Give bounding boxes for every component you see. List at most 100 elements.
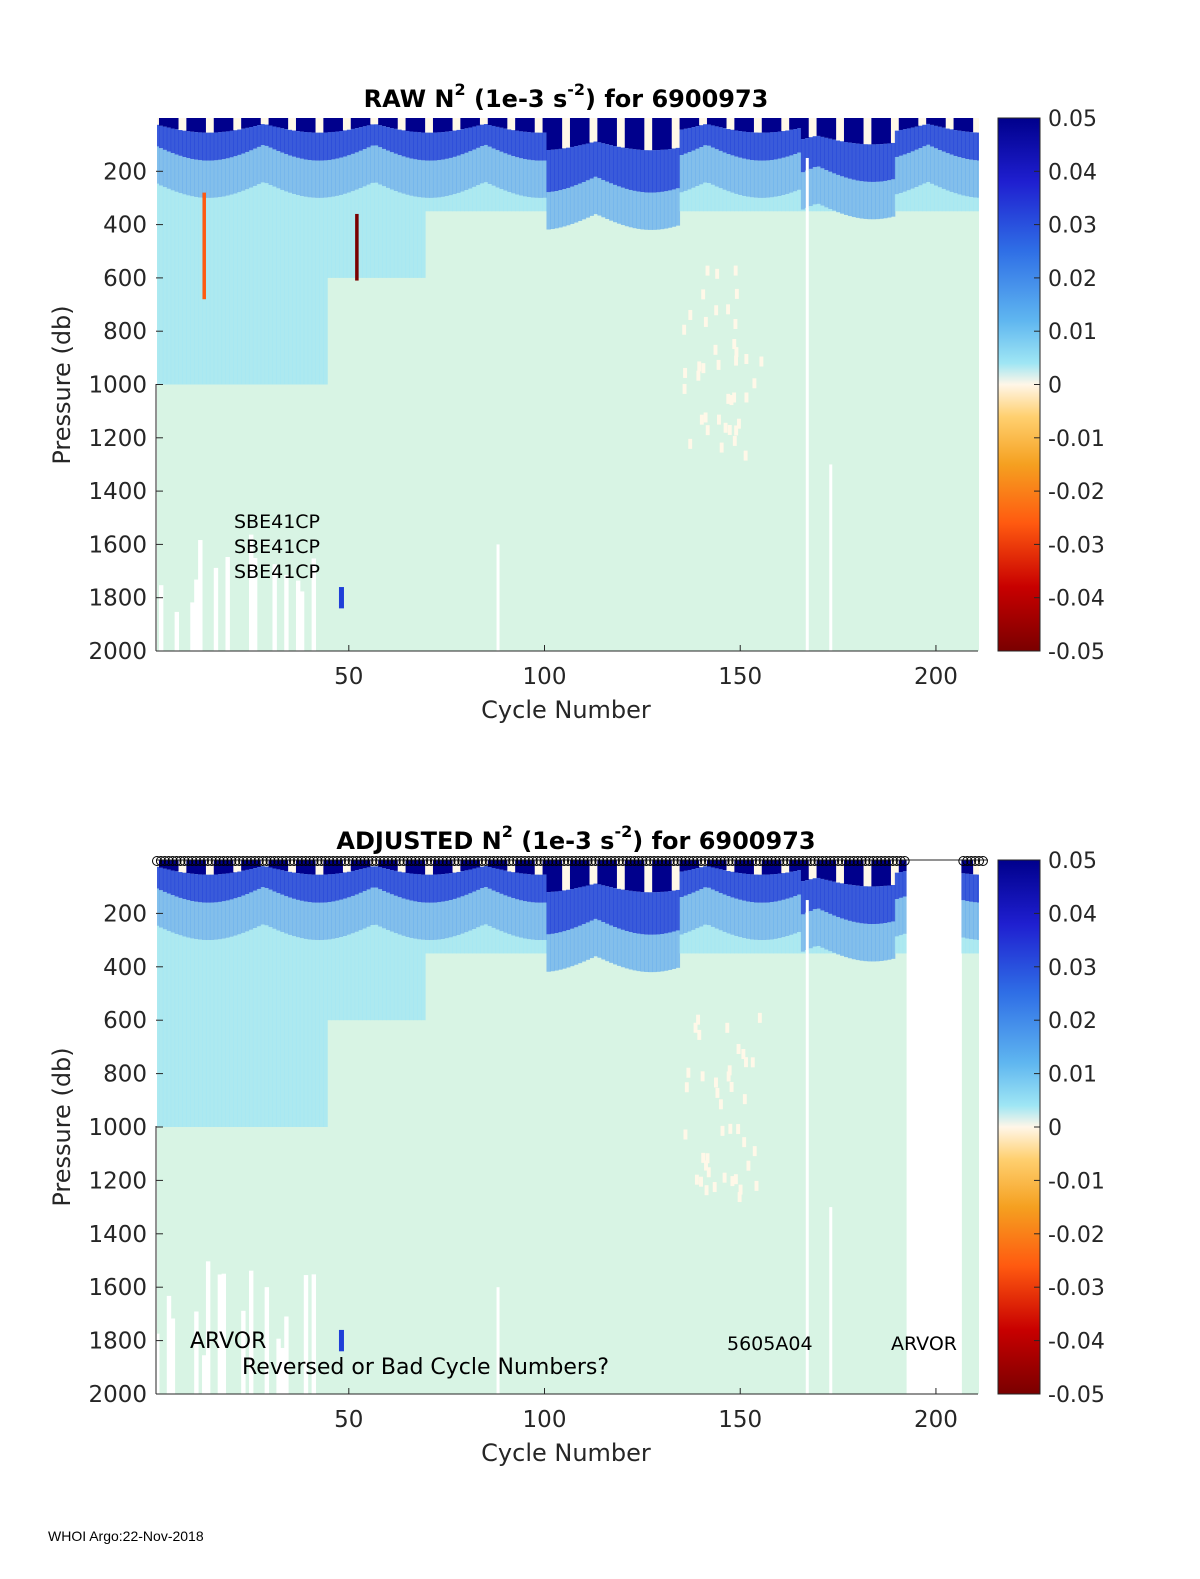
mixed-layer-cell <box>691 118 696 128</box>
upper-water-cell <box>800 172 806 210</box>
upper-water-cell <box>342 156 348 194</box>
mixed-layer-cell <box>198 860 203 875</box>
upper-water-cell <box>248 892 254 930</box>
upper-water-cell <box>499 893 504 932</box>
upper-water-cell <box>166 893 172 931</box>
thermocline-cell <box>671 148 677 190</box>
mixed-layer-cell <box>534 860 540 875</box>
flag-marker <box>825 856 836 866</box>
intermediate-cell <box>464 190 469 212</box>
upper-water-cell <box>178 897 183 936</box>
upper-water-cell <box>268 147 273 186</box>
upper-water-cell <box>840 918 845 956</box>
thermocline-cell <box>706 866 712 888</box>
deep-dark-patch <box>338 1329 344 1352</box>
upper-water-cell <box>221 901 226 939</box>
mixed-layer-cell <box>808 118 814 138</box>
mixed-layer-cell <box>656 860 661 893</box>
intermediate-cell <box>205 940 211 1127</box>
flag-marker <box>253 856 264 866</box>
intermediate-cell <box>703 924 708 954</box>
upper-water-cell <box>769 902 774 940</box>
flag-marker <box>289 856 299 866</box>
thermocline-cell <box>765 132 771 161</box>
upper-water-cell <box>526 159 532 198</box>
no-data-cell <box>205 1261 211 1394</box>
mixed-layer-cell <box>217 860 223 875</box>
intermediate-cell <box>421 197 426 278</box>
mixed-layer-cell <box>174 118 180 130</box>
thermocline-cell <box>887 885 892 923</box>
intermediate-cell <box>346 192 352 278</box>
intermediate-cell <box>362 928 367 1021</box>
thermocline-cell <box>229 872 234 900</box>
upper-water-cell <box>593 176 598 215</box>
thermocline-cell <box>503 128 508 154</box>
thermocline-cell <box>593 141 598 177</box>
thermocline-cell <box>550 891 555 934</box>
thermocline-cell <box>961 131 966 159</box>
flag-marker <box>844 856 855 866</box>
intermediate-cell <box>319 197 324 385</box>
flag-marker <box>324 856 335 866</box>
speckle-cell <box>697 361 702 372</box>
upper-water-cell <box>354 894 360 932</box>
mixed-layer-cell <box>198 118 203 133</box>
flag-marker <box>570 856 581 866</box>
thermocline-cell <box>311 132 317 161</box>
intermediate-cell <box>824 949 829 954</box>
mixed-layer-cell <box>327 118 332 133</box>
upper-water-cell <box>761 902 767 941</box>
flag-marker <box>332 856 343 866</box>
upper-water-cell <box>609 183 614 221</box>
intermediate-cell <box>800 951 806 954</box>
upper-water-cell <box>264 145 270 184</box>
intermediate-cell <box>319 940 324 1127</box>
upper-water-cell <box>855 922 861 961</box>
adj-title-sup1: 2 <box>502 822 513 841</box>
thermocline-cell <box>190 131 195 159</box>
x-tick-label: 50 <box>334 1407 363 1433</box>
intermediate-cell <box>722 189 728 212</box>
intermediate-cell <box>757 940 763 954</box>
y-tick-label: 2000 <box>88 639 147 665</box>
mixed-layer-cell <box>659 118 665 150</box>
thermocline-cell <box>284 129 289 155</box>
intermediate-cell <box>922 183 927 212</box>
thermocline-cell <box>562 148 567 190</box>
upper-water-cell <box>812 909 818 947</box>
intermediate-cell <box>417 939 422 1021</box>
upper-water-cell <box>687 152 692 190</box>
intermediate-cell <box>335 938 340 1021</box>
mixed-layer-cell <box>519 118 524 132</box>
thermocline-cell <box>401 872 407 899</box>
mixed-layer-cell <box>640 860 645 893</box>
mixed-layer-cell <box>714 118 720 127</box>
thermocline-cell <box>526 874 532 902</box>
mixed-layer-cell <box>452 118 457 131</box>
upper-water-cell <box>569 928 575 967</box>
speckle-cell <box>729 395 734 406</box>
flag-marker <box>899 856 910 866</box>
upper-water-cell <box>260 887 266 925</box>
upper-water-cell <box>397 155 403 193</box>
upper-water-cell <box>464 894 469 933</box>
mixed-layer-cell <box>499 118 504 128</box>
mixed-layer-cell <box>933 118 939 126</box>
upper-water-cell <box>382 148 387 187</box>
colorbar-tick-label: 0 <box>1048 1116 1062 1141</box>
thermocline-cell <box>761 132 767 161</box>
upper-water-cell <box>162 891 168 930</box>
mixed-layer-cell <box>515 860 520 873</box>
intermediate-cell <box>162 929 168 1127</box>
flag-marker <box>335 856 346 866</box>
flag-marker <box>257 856 268 866</box>
upper-water-cell <box>773 901 778 939</box>
thermocline-cell <box>170 128 176 154</box>
intermediate-cell <box>937 187 943 212</box>
thermocline-cell <box>530 874 536 903</box>
colorbar-tick-label: 0.01 <box>1048 1063 1097 1088</box>
thermocline-cell <box>194 874 199 902</box>
upper-water-cell <box>581 182 587 220</box>
upper-water-cell <box>589 920 594 959</box>
